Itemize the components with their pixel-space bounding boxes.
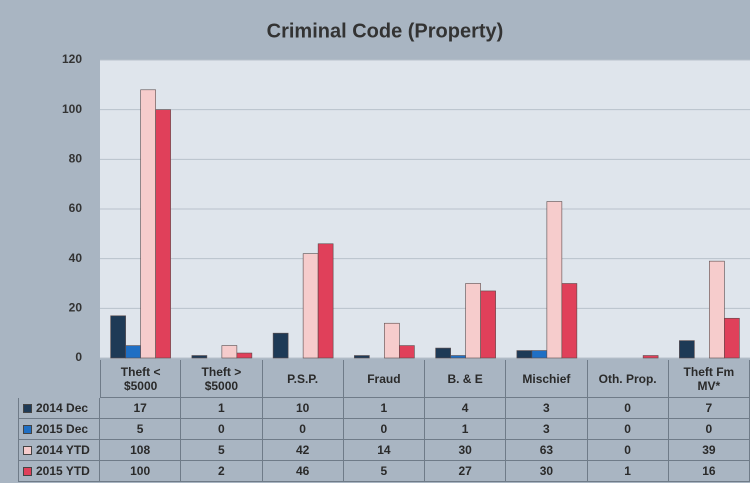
legend-swatch — [23, 466, 32, 476]
y-tick-label: 100 — [62, 102, 82, 116]
table-value: 3 — [506, 419, 588, 440]
bar — [516, 350, 533, 359]
y-tick-label: 120 — [62, 52, 82, 66]
bar — [236, 352, 253, 359]
table-value: 17 — [100, 398, 182, 419]
table-value: 30 — [425, 440, 507, 461]
legend-swatch — [23, 424, 32, 434]
legend-entry: 2014 Dec — [18, 398, 100, 419]
x-tick-label: P.S.P. — [262, 360, 344, 398]
table-value: 0 — [587, 419, 669, 440]
table-value: 5 — [343, 461, 425, 482]
table-value: 63 — [506, 440, 588, 461]
table-value: 14 — [343, 440, 425, 461]
table-value: 7 — [668, 398, 750, 419]
y-tick-label: 60 — [69, 201, 83, 215]
legend-label: 2015 Dec — [36, 422, 89, 436]
bar — [354, 355, 370, 359]
bar — [724, 317, 740, 359]
chart-title: Criminal Code (Property) — [267, 20, 504, 42]
table-value: 30 — [506, 461, 588, 482]
bar — [642, 355, 659, 359]
bar — [450, 355, 466, 359]
table-value: 1 — [343, 398, 425, 419]
table-value: 1 — [587, 461, 669, 482]
bar — [272, 332, 289, 359]
table-value: 5 — [100, 419, 182, 440]
y-tick-label: 40 — [69, 251, 83, 265]
y-tick-label: 0 — [75, 350, 82, 364]
bar — [125, 345, 141, 359]
bar — [140, 89, 156, 359]
legend-label: 2015 YTD — [36, 464, 90, 478]
table-value: 39 — [668, 440, 750, 461]
bar — [399, 345, 415, 359]
legend-entry: 2015 YTD — [18, 461, 100, 482]
bar — [546, 201, 563, 359]
bar — [110, 315, 126, 359]
table-value: 2 — [181, 461, 263, 482]
y-tick-label: 80 — [69, 152, 83, 166]
bar — [709, 260, 725, 359]
bar — [302, 253, 319, 359]
x-tick-label: Fraud — [343, 360, 425, 398]
legend-label: 2014 YTD — [36, 443, 90, 457]
table-value: 0 — [587, 398, 669, 419]
x-tick-label: B. & E — [425, 360, 507, 398]
table-value: 16 — [668, 461, 750, 482]
legend-entry: 2014 YTD — [18, 440, 100, 461]
bar — [465, 283, 481, 359]
legend-swatch — [23, 445, 32, 455]
table-value: 5 — [181, 440, 263, 461]
bar — [384, 322, 400, 359]
table-value: 0 — [181, 419, 263, 440]
table-value: 4 — [425, 398, 507, 419]
table-value: 27 — [425, 461, 507, 482]
x-tick-label: Oth. Prop. — [587, 360, 669, 398]
bar — [531, 350, 548, 359]
table-value: 0 — [343, 419, 425, 440]
legend-entry: 2015 Dec — [18, 419, 100, 440]
bar — [435, 347, 451, 359]
bar — [561, 283, 578, 359]
bar — [679, 340, 695, 359]
legend-label: 2014 Dec — [36, 401, 89, 415]
table-value: 108 — [100, 440, 182, 461]
y-tick-label: 20 — [69, 301, 83, 315]
x-tick-label: Theft < $5000 — [100, 360, 182, 398]
bar — [317, 243, 334, 359]
bar — [191, 355, 208, 359]
table-value: 100 — [100, 461, 182, 482]
bar — [221, 345, 238, 359]
x-tick-label: Theft > $5000 — [181, 360, 263, 398]
table-value: 42 — [262, 440, 344, 461]
legend-swatch — [23, 403, 32, 413]
table-value: 0 — [668, 419, 750, 440]
table-value: 46 — [262, 461, 344, 482]
table-value: 1 — [425, 419, 507, 440]
table-value: 3 — [506, 398, 588, 419]
table-value: 0 — [262, 419, 344, 440]
table-value: 10 — [262, 398, 344, 419]
bar — [155, 109, 171, 359]
bar — [480, 290, 496, 359]
table-value: 1 — [181, 398, 263, 419]
table-value: 0 — [587, 440, 669, 461]
x-tick-label: Theft Fm MV* — [668, 360, 750, 398]
x-tick-label: Mischief — [506, 360, 588, 398]
